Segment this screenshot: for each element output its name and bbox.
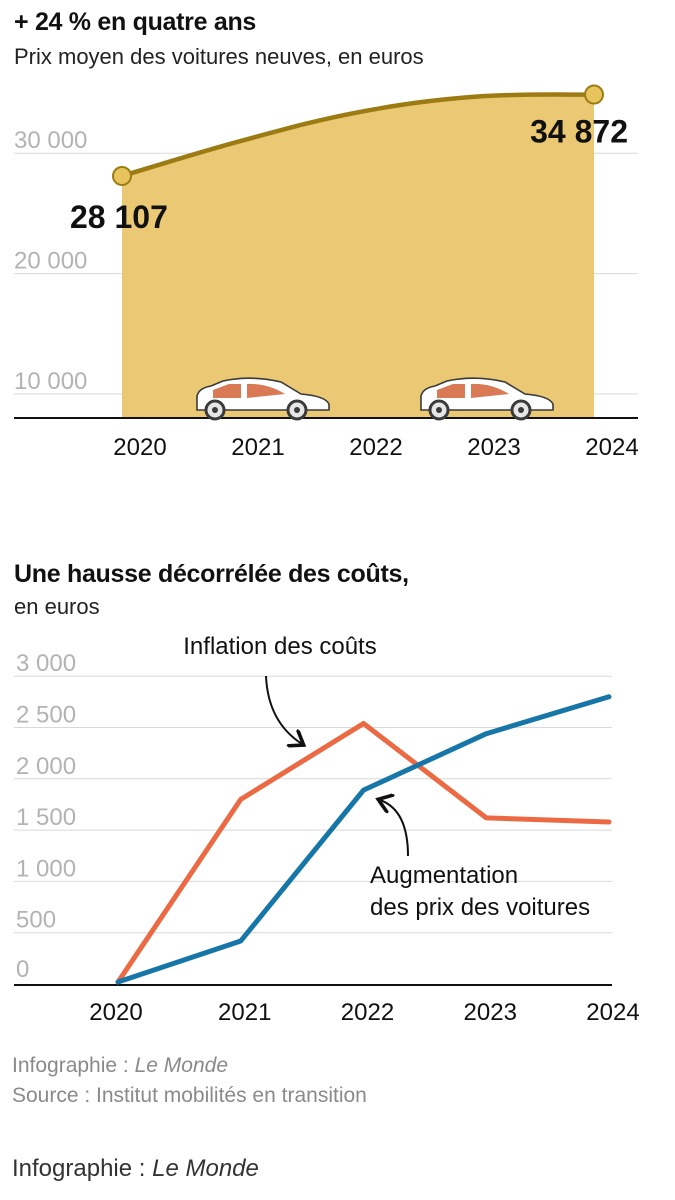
x-tick-label: 2021 bbox=[231, 434, 284, 461]
chart2-subtitle: en euros bbox=[14, 594, 100, 619]
x-tick-label: 2021 bbox=[218, 999, 271, 1026]
chart1-title: + 24 % en quatre ans bbox=[14, 8, 257, 36]
series-line-inflation bbox=[115, 720, 612, 985]
y-tick-label: 2 500 bbox=[16, 702, 76, 729]
y-tick-label: 500 bbox=[16, 907, 56, 934]
chart1-subtitle: Prix moyen des voitures neuves, en euros bbox=[14, 44, 424, 69]
x-tick-label: 2023 bbox=[464, 999, 517, 1026]
annotation-inflation: Inflation des coûts bbox=[183, 633, 376, 660]
credit-prefix: Infographie : bbox=[12, 1054, 135, 1077]
y-tick-label: 0 bbox=[16, 956, 29, 983]
data-point-marker bbox=[584, 84, 604, 105]
chart2-title: Une hausse décorrélée des coûts, bbox=[14, 560, 409, 588]
y-tick-label: 10 000 bbox=[14, 368, 87, 395]
x-tick-label: 2022 bbox=[349, 434, 402, 461]
y-tick-label: 3 000 bbox=[16, 650, 76, 677]
credit: Infographie : Le Monde bbox=[12, 1054, 228, 1078]
x-tick-label: 2020 bbox=[113, 434, 166, 461]
y-tick-label: 1 000 bbox=[16, 855, 76, 882]
series-line-prix bbox=[115, 694, 612, 985]
y-tick-label: 2 000 bbox=[16, 753, 76, 780]
price-area bbox=[122, 94, 594, 419]
x-tick-label: 2024 bbox=[585, 434, 638, 461]
data-label-2024: 34 872 bbox=[530, 114, 628, 150]
data-point-marker bbox=[112, 165, 132, 186]
x-tick-label: 2022 bbox=[341, 999, 394, 1026]
annotation-arrow bbox=[265, 675, 302, 744]
annotation-prix-line1: Augmentation bbox=[370, 862, 518, 889]
credit-name: Le Monde bbox=[134, 1054, 228, 1077]
source: Source : Institut mobilités en transitio… bbox=[12, 1084, 367, 1107]
chart2-svg: 0 500 1 000 1 500 2 000 2 500 3 000 Inflation … bbox=[14, 633, 640, 1026]
data-label-2020: 28 107 bbox=[70, 199, 168, 235]
y-tick-label: 1 500 bbox=[16, 804, 76, 831]
bottom-credit: Infographie : Le Monde bbox=[12, 1155, 259, 1183]
x-tick-label: 2024 bbox=[586, 999, 639, 1026]
bottom-credit-name: Le Monde bbox=[152, 1155, 259, 1182]
price-line bbox=[121, 92, 595, 179]
y-tick-label: 20 000 bbox=[14, 248, 87, 275]
car-icon bbox=[196, 377, 330, 421]
bottom-credit-prefix: Infographie : bbox=[12, 1155, 153, 1182]
annotation-arrow bbox=[380, 800, 409, 857]
x-tick-label: 2023 bbox=[467, 434, 520, 461]
x-tick-label: 2020 bbox=[89, 999, 142, 1026]
y-tick-label: 30 000 bbox=[14, 127, 87, 154]
annotation-prix-line2: des prix des voitures bbox=[370, 894, 590, 921]
car-icon bbox=[420, 377, 554, 421]
